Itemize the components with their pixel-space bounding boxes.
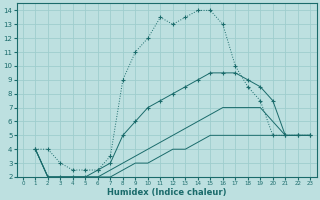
X-axis label: Humidex (Indice chaleur): Humidex (Indice chaleur) <box>107 188 226 197</box>
